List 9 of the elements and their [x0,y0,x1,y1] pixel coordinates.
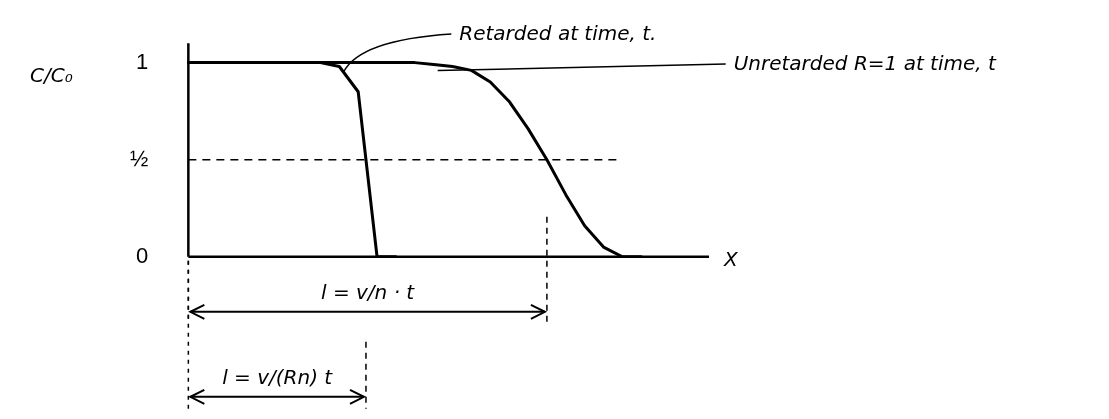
text: Retarded at time, t. [459,21,657,45]
y-tick-label: 0 [136,242,149,268]
text: l = v/(Rn) t [222,364,333,389]
y-axis-title: C/C₀ [30,63,73,88]
x-axis-title: X [724,246,738,271]
text: l = v/n · t [321,279,415,304]
y-tick-label: 1 [136,48,149,74]
y-tick-label: ½ [129,145,149,171]
text: Unretarded R=1 at time, t [733,51,997,75]
